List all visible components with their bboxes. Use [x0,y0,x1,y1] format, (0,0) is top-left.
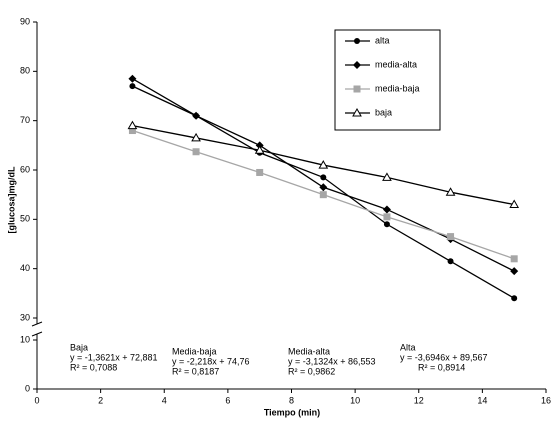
point [511,295,518,302]
y-tick-label: 10 [20,334,30,344]
point [447,258,454,265]
point [318,160,329,169]
x-tick-label: 16 [541,395,551,405]
y-tick-label: 30 [20,312,30,322]
annotation: R² = 0,7088 [70,362,117,372]
point [510,255,518,263]
point [128,74,137,83]
point [256,168,264,176]
point [128,127,136,135]
x-tick-label: 14 [477,395,487,405]
y-tick-label: 60 [20,164,30,174]
point [191,132,201,142]
x-tick-label: 4 [162,395,167,405]
legend-label: media-baja [375,83,420,93]
legend-marker [354,38,360,44]
y-tick-label: 50 [20,214,30,224]
point [320,174,327,181]
x-tick-label: 8 [289,395,294,405]
point [382,172,392,181]
point [447,233,455,241]
annotation: Baja [70,342,88,352]
y-tick-label: 40 [20,263,30,273]
point [192,111,201,120]
point [129,83,136,90]
x-tick-label: 2 [98,395,103,405]
annotation: R² = 0,8914 [418,362,465,372]
legend-marker [353,85,361,93]
point [382,205,391,214]
annotation: Media-alta [288,346,330,356]
point [319,191,327,199]
legend-label: media-alta [375,59,417,69]
annotation: y = -2,218x + 74,76 [172,356,250,366]
point [509,199,520,209]
annotation: R² = 0,8187 [172,366,219,376]
y-tick-label: 90 [20,16,30,26]
x-tick-label: 12 [414,395,424,405]
y-tick-label: 0 [25,383,30,393]
annotation: y = -3,6946x + 89,567 [400,352,488,362]
y-tick-label: 70 [20,115,30,125]
y-tick-label: 80 [20,66,30,76]
axis-break [31,321,43,327]
legend-marker [352,107,362,117]
annotation: y = -3,1324x + 86,553 [288,356,376,366]
point [383,213,391,221]
point [383,221,390,228]
legend-label: alta [375,35,390,45]
legend-label: baja [375,107,392,117]
annotation: Alta [400,342,416,352]
point [192,148,200,156]
point [319,183,328,192]
x-axis-title: Tiempo (min) [264,407,320,417]
x-tick-label: 10 [350,395,360,405]
y-axis-title: [glucosa]mg/dL [6,166,16,234]
annotation: Media-baja [172,346,217,356]
point [445,187,456,196]
axis-break [31,331,43,337]
x-tick-label: 6 [225,395,230,405]
point [254,145,265,154]
x-tick-label: 0 [34,395,39,405]
legend-marker [353,61,361,69]
point [127,120,138,130]
annotation: y = -1,3621x + 72,881 [70,352,158,362]
point [510,267,519,276]
annotation: R² = 0,9862 [288,366,335,376]
